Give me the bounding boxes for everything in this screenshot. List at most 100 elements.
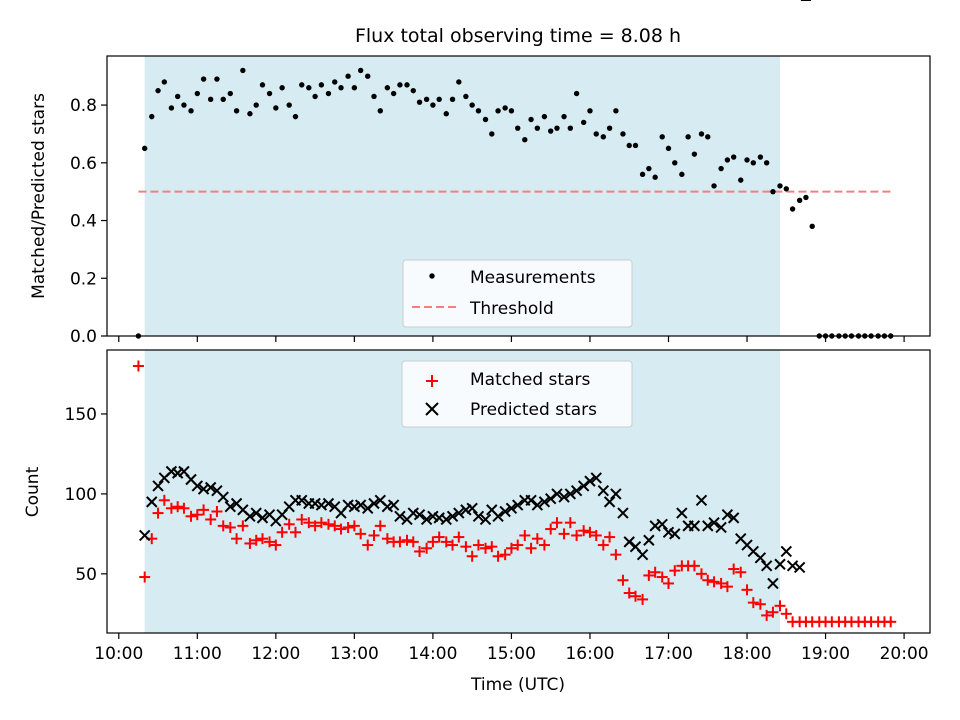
measurement-point (528, 116, 534, 123)
measurement-point (626, 142, 632, 149)
matched-stars-point (427, 536, 439, 548)
predicted-stars-point (793, 561, 806, 574)
top-legend-box (402, 259, 633, 328)
matched-stars-point (519, 529, 531, 541)
measurement-point (384, 85, 391, 91)
measurement-point (279, 85, 285, 91)
measurement-point (646, 165, 652, 172)
matched-stars-point (617, 574, 629, 586)
measurement-point (430, 102, 436, 108)
matched-stars-point (374, 520, 386, 532)
predicted-stars-point (191, 480, 204, 492)
measurement-point (659, 134, 665, 140)
predicted-stars-point (413, 508, 426, 521)
matched-stars-point (499, 549, 511, 561)
measurement-point (508, 108, 515, 114)
x-tick-label: 11:00 (173, 644, 222, 664)
measurement-point (312, 93, 318, 100)
matched-stars-point (453, 531, 465, 543)
measurement-point (174, 93, 181, 100)
predicted-stars-point (499, 505, 511, 518)
measurements-series (135, 67, 894, 339)
predicted-stars-point (597, 484, 610, 497)
matched-stars-point (401, 534, 413, 546)
measurement-point (292, 113, 299, 120)
measurement-point (730, 154, 737, 160)
x-tick-label: 18:00 (723, 644, 772, 664)
top-y-tick-label: 0.2 (70, 269, 97, 289)
measurement-point (573, 90, 580, 97)
bottom-y-tick-label: 50 (75, 565, 97, 585)
measurement-point (456, 79, 462, 85)
matched-stars-point (276, 526, 288, 538)
measurement-point (188, 108, 194, 114)
x-tick-label: 16:00 (565, 644, 614, 664)
measurement-point (587, 108, 593, 114)
measurement-point (325, 90, 332, 97)
matched-stars-point (237, 520, 249, 532)
measurement-point (561, 113, 567, 120)
measurement-point (698, 131, 705, 137)
measurement-point (613, 108, 619, 114)
measurement-point (299, 82, 305, 88)
measurement-point (777, 183, 783, 189)
predicted-stars-point (479, 513, 492, 526)
measurement-point (744, 157, 750, 163)
measurement-point (233, 108, 240, 114)
matched-stars-point (433, 531, 445, 543)
matched-stars-series (132, 360, 897, 628)
measurement-point (705, 134, 711, 140)
measurement-point (365, 73, 371, 79)
matched-stars-point (289, 526, 301, 538)
matched-stars-point (178, 502, 190, 514)
measurement-point (672, 160, 678, 166)
measurement-point (515, 125, 521, 131)
predicted-stars-point (204, 481, 217, 494)
measurement-point (345, 73, 351, 79)
matched-stars-point (165, 502, 177, 514)
matched-stars-point (512, 539, 524, 551)
measurement-point (685, 134, 691, 140)
measurement-point (416, 99, 423, 105)
measurement-point (207, 96, 214, 102)
top-plot-frame (106, 55, 931, 337)
x-tick-label: 13:00 (330, 644, 379, 664)
matched-stars-point (185, 510, 197, 522)
predicted-stars-point (152, 480, 164, 492)
measurement-point (141, 145, 148, 152)
measurement-point (665, 145, 672, 152)
matched-stars-point (414, 545, 426, 557)
top-panel: 0.00.20.40.60.8 Matched/Predicted stars … (29, 55, 931, 347)
measurement-point (332, 79, 338, 85)
measurement-point (757, 154, 764, 160)
measurement-point (554, 125, 560, 131)
matched-stars-point (669, 565, 681, 577)
matched-stars-point (741, 584, 753, 596)
x-tick-label: 17:00 (644, 644, 693, 664)
measurement-point (194, 90, 201, 97)
matched-stars-point (309, 520, 321, 532)
matched-stars-point (630, 590, 642, 602)
predicted-stars-point (656, 518, 668, 530)
matched-stars-point (139, 571, 151, 583)
predicted-stars-point (224, 500, 237, 513)
predicted-stars-series (138, 0, 811, 590)
x-axis-label: Time (UTC) (470, 675, 565, 695)
measurement-point (475, 108, 482, 114)
x-tick-label: 12:00 (251, 644, 300, 664)
measurement-point (482, 116, 489, 123)
predicted-stars-point (387, 499, 400, 511)
matched-stars-point (362, 539, 374, 551)
measurement-point (632, 142, 639, 149)
matched-stars-point (244, 537, 256, 549)
measurement-point (168, 105, 175, 111)
measurement-point (463, 93, 469, 100)
matched-stars-point (152, 507, 164, 519)
matched-stars-point (578, 525, 590, 537)
predicted-stars-point (780, 545, 792, 558)
predicted-stars-point (727, 512, 740, 524)
predicted-stars-point (708, 516, 720, 529)
matched-stars-point (649, 566, 661, 578)
predicted-stars-point (695, 494, 708, 507)
measurement-point (652, 174, 658, 180)
